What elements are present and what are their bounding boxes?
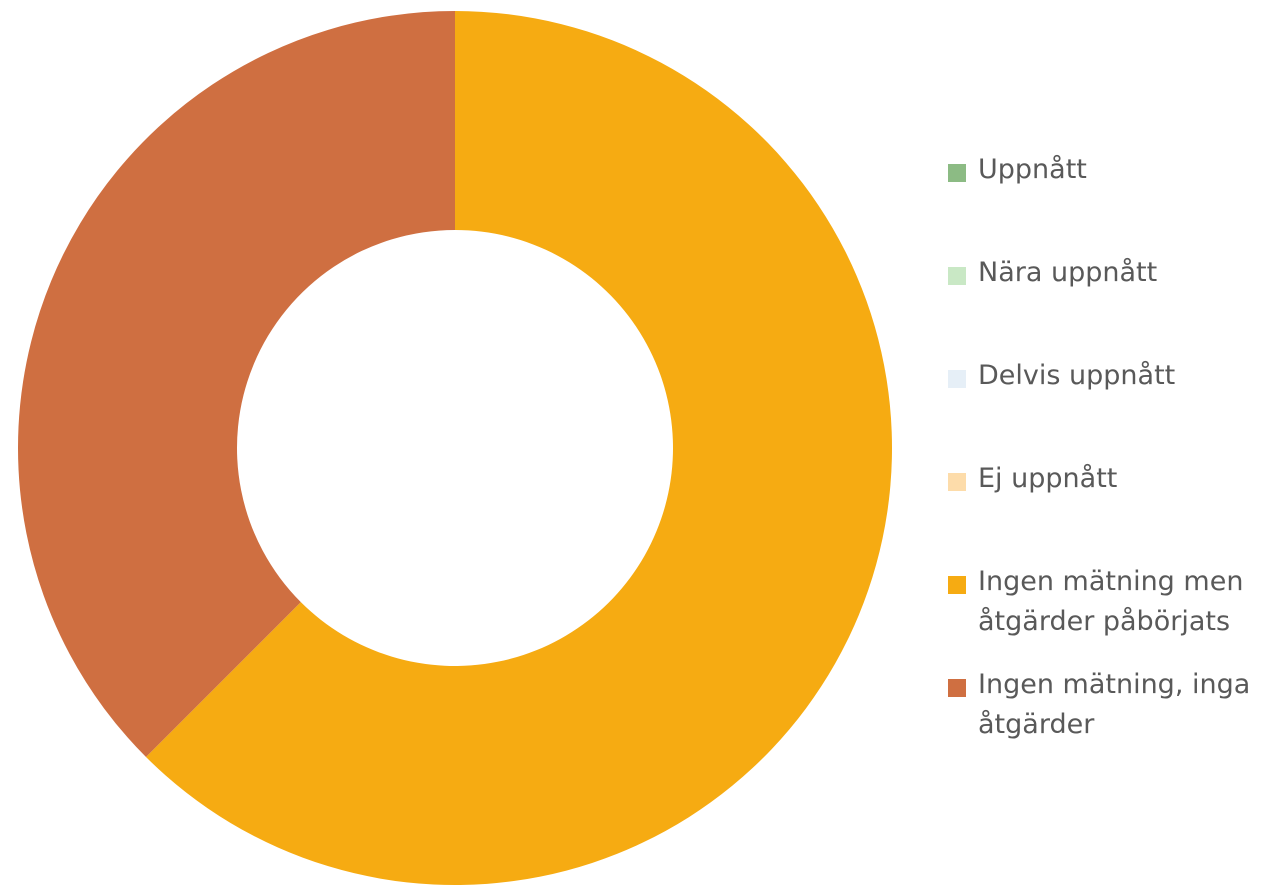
legend-swatch <box>948 370 966 388</box>
legend-item: Ej uppnått <box>946 459 1271 562</box>
legend-item: Uppnått <box>946 150 1271 253</box>
donut-slice <box>145 11 893 885</box>
legend-item: Ingen mätning men åtgärder påbörjats <box>946 562 1271 665</box>
legend-swatch <box>948 679 966 697</box>
legend-item: Delvis uppnått <box>946 356 1271 459</box>
legend-label: Delvis uppnått <box>978 360 1176 391</box>
legend-label: Ingen mätning, inga åtgärder <box>978 669 1251 740</box>
legend-item: Ingen mätning, inga åtgärder <box>946 665 1271 768</box>
legend-swatch <box>948 473 966 491</box>
legend-swatch <box>948 164 966 182</box>
legend: Uppnått Nära uppnått Delvis uppnått Ej uppn… <box>946 150 1271 768</box>
legend-swatch <box>948 267 966 285</box>
legend-label: Ingen mätning men åtgärder påbörjats <box>978 566 1244 637</box>
legend-label: Ej uppnått <box>978 463 1118 494</box>
legend-label: Nära uppnått <box>978 257 1158 288</box>
legend-item: Nära uppnått <box>946 253 1271 356</box>
donut <box>18 11 893 885</box>
legend-label: Uppnått <box>978 154 1087 185</box>
legend-swatch <box>948 576 966 594</box>
donut-slice <box>18 11 456 758</box>
